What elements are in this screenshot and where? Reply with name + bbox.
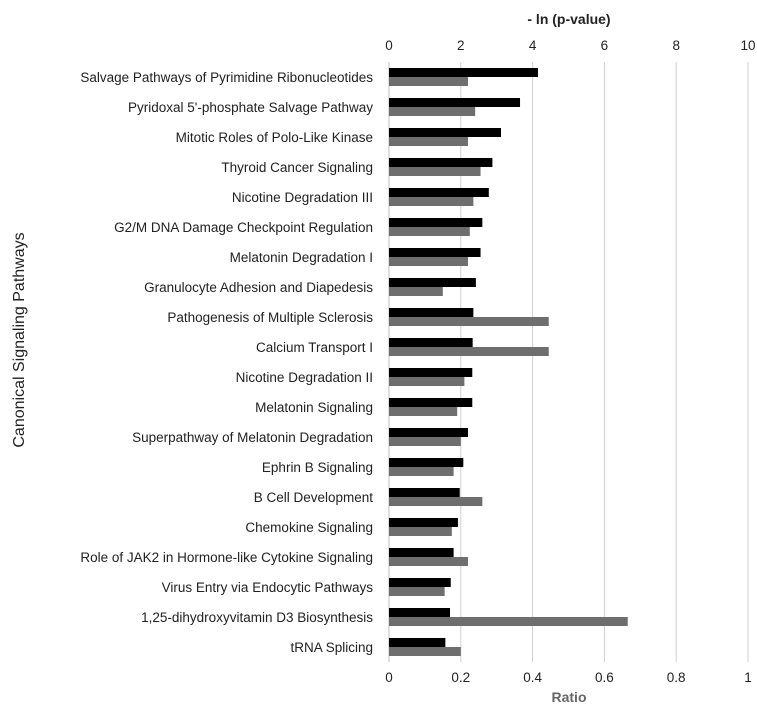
bar-neg-ln-pvalue [389,398,473,407]
bar-ratio [389,587,445,596]
top-axis-tick-label: 0 [385,38,393,53]
bar-ratio [389,497,483,506]
bar-neg-ln-pvalue [389,578,451,587]
bar-ratio [389,557,468,566]
category-label: G2/M DNA Damage Checkpoint Regulation [114,220,373,235]
bar-neg-ln-pvalue [389,308,474,317]
bottom-axis-tick-label: 0 [385,670,393,685]
bar-ratio [389,197,474,206]
bar-neg-ln-pvalue [389,188,489,197]
bar-neg-ln-pvalue [389,218,483,227]
bar-neg-ln-pvalue [389,98,521,107]
bar-ratio [389,77,468,86]
top-axis-tick-label: 2 [457,38,465,53]
bar-neg-ln-pvalue [389,518,458,527]
category-label: Granulocyte Adhesion and Diapedesis [144,280,373,295]
bar-ratio [389,167,481,176]
top-axis-tick-label: 4 [529,38,537,53]
category-label: Chemokine Signaling [245,520,373,535]
bar-neg-ln-pvalue [389,278,476,287]
y-axis-title: Canonical Signaling Pathways [11,232,28,447]
category-label: Mitotic Roles of Polo-Like Kinase [176,130,373,145]
bar-ratio [389,107,476,116]
category-label: Nicotine Degradation II [236,370,373,385]
bar-neg-ln-pvalue [389,458,464,467]
bar-neg-ln-pvalue [389,338,473,347]
bar-neg-ln-pvalue [389,368,473,377]
category-label: 1,25-dihydroxyvitamin D3 Biosynthesis [141,610,373,625]
category-label: Melatonin Signaling [255,400,373,415]
category-label: Salvage Pathways of Pyrimidine Ribonucle… [80,70,373,85]
bar-ratio [389,647,461,656]
top-axis-tick-label: 8 [672,38,680,53]
bar-ratio [389,257,468,266]
category-label: Nicotine Degradation III [232,190,373,205]
category-label: Ephrin B Signaling [262,460,373,475]
bottom-axis-tick-label: 0.4 [523,670,542,685]
bar-ratio [389,527,452,536]
bottom-axis-tick-label: 0.8 [667,670,686,685]
bar-ratio [389,617,628,626]
bar-neg-ln-pvalue [389,68,538,77]
category-label: Melatonin Degradation I [230,250,373,265]
top-axis-title: - ln (p-value) [527,11,610,27]
bottom-axis-tick-label: 1 [744,670,752,685]
category-label: Role of JAK2 in Hormone-like Cytokine Si… [80,550,373,565]
bottom-axis-tick-label: 0.6 [595,670,614,685]
bar-ratio [389,347,549,356]
category-label: Pyridoxal 5'-phosphate Salvage Pathway [128,100,373,115]
bottom-axis-title: Ratio [552,689,587,705]
bar-neg-ln-pvalue [389,158,493,167]
bar-neg-ln-pvalue [389,428,468,437]
bar-neg-ln-pvalue [389,128,502,137]
bar-neg-ln-pvalue [389,548,454,557]
bar-ratio [389,317,549,326]
category-label: Virus Entry via Endocytic Pathways [162,580,374,595]
category-label: Thyroid Cancer Signaling [221,160,373,175]
bar-neg-ln-pvalue [389,248,481,257]
bar-neg-ln-pvalue [389,488,460,497]
category-label: Superpathway of Melatonin Degradation [132,430,373,445]
bar-neg-ln-pvalue [389,638,446,647]
bar-ratio [389,377,465,386]
bar-ratio [389,407,458,416]
bar-ratio [389,137,468,146]
category-label: Pathogenesis of Multiple Sclerosis [167,310,373,325]
category-label: Calcium Transport I [256,340,373,355]
top-axis-tick-label: 6 [601,38,609,53]
bar-ratio [389,437,461,446]
bar-ratio [389,287,443,296]
bar-neg-ln-pvalue [389,608,451,617]
bottom-axis-tick-label: 0.2 [451,670,470,685]
category-label: tRNA Splicing [290,640,373,655]
bar-ratio [389,227,470,236]
category-label: B Cell Development [254,490,374,505]
top-axis-tick-label: 10 [740,38,755,53]
bar-ratio [389,467,454,476]
